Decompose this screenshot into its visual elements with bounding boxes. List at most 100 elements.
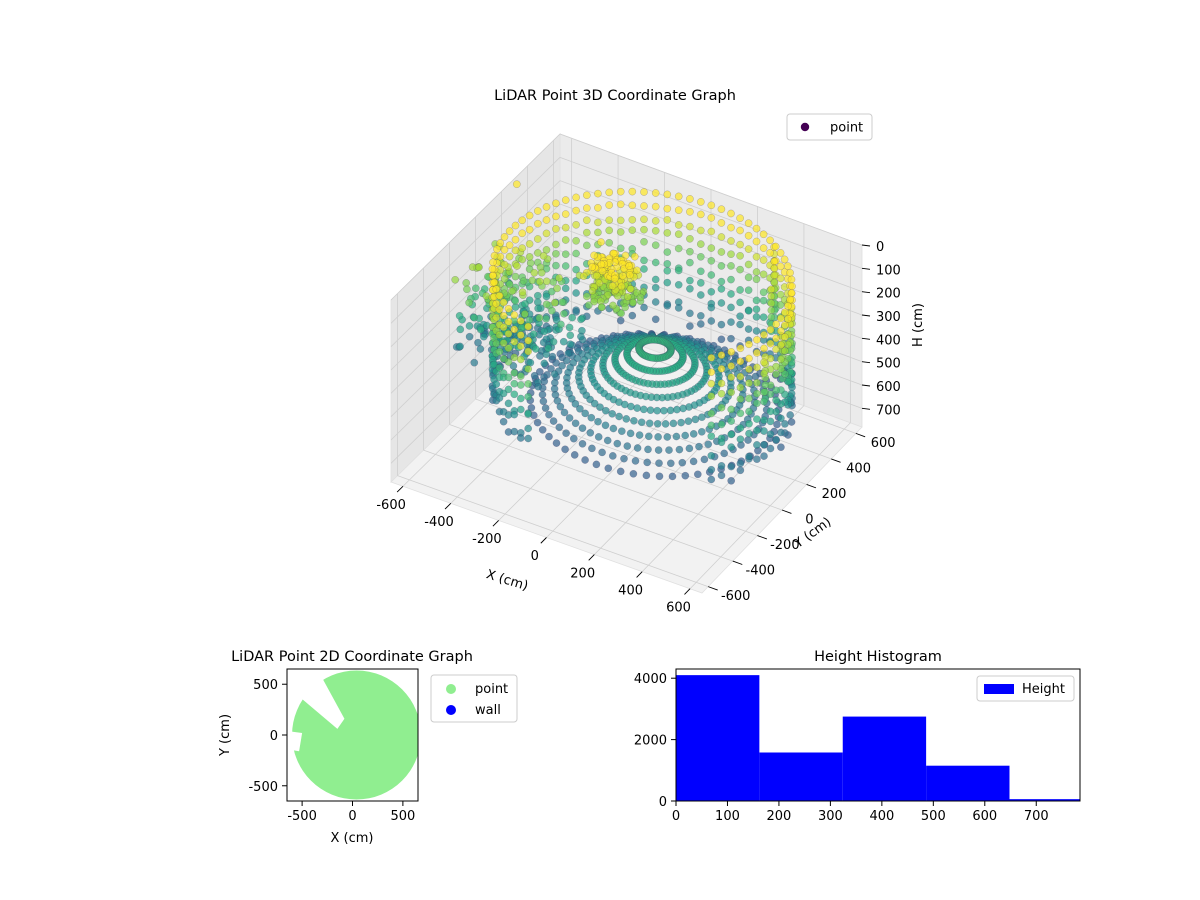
- point-marker: [524, 347, 533, 356]
- point-marker: [525, 225, 534, 234]
- point-marker: [666, 406, 675, 415]
- point-marker: [581, 456, 589, 464]
- chart-2d-legend: point wall: [430, 674, 518, 723]
- point-marker: [736, 214, 744, 223]
- point-marker: [651, 283, 660, 292]
- histogram-legend-box: [976, 675, 1075, 702]
- chart-3d-title: LiDAR Point 3D Coordinate Graph: [494, 88, 736, 104]
- point-marker: [560, 408, 569, 417]
- histogram-bar: [676, 675, 760, 801]
- point-marker: [524, 424, 533, 433]
- point-marker: [753, 441, 761, 449]
- point-marker: [736, 240, 744, 249]
- point-marker: [745, 340, 753, 349]
- point-marker: [698, 413, 706, 422]
- point-marker: [696, 267, 705, 276]
- point-marker: [538, 425, 547, 434]
- point-marker: [752, 296, 761, 305]
- point-marker: [533, 235, 542, 243]
- point-marker: [736, 372, 745, 381]
- point-marker: [597, 260, 606, 269]
- point-cloud-gap: [287, 669, 345, 729]
- point-marker: [616, 244, 625, 253]
- point-marker: [561, 262, 570, 270]
- point-marker: [744, 219, 753, 228]
- point-marker: [524, 380, 533, 388]
- point-marker: [707, 227, 716, 236]
- point-marker: [686, 309, 694, 318]
- point-marker: [776, 290, 785, 299]
- point-marker: [783, 262, 792, 270]
- point-marker: [495, 291, 504, 300]
- point-marker: [717, 262, 726, 270]
- point-marker: [745, 379, 753, 387]
- point-marker: [552, 439, 561, 447]
- point-marker: [500, 275, 509, 283]
- point-marker: [744, 260, 753, 269]
- point-marker: [499, 339, 508, 347]
- point-marker: [510, 410, 519, 419]
- point-marker: [604, 464, 613, 473]
- point-marker: [561, 284, 570, 293]
- point-marker: [752, 313, 761, 321]
- point-marker: [707, 303, 716, 312]
- point-marker: [510, 311, 519, 319]
- point-marker: [594, 189, 602, 198]
- point-marker: [582, 191, 591, 200]
- point-marker: [760, 440, 768, 449]
- point-marker: [668, 472, 677, 481]
- point-marker: [586, 428, 595, 437]
- point-marker: [579, 272, 588, 281]
- point-marker: [608, 409, 617, 418]
- svg-text:-400: -400: [746, 563, 776, 578]
- point-marker: [572, 206, 580, 215]
- point-marker: [490, 278, 498, 287]
- point-marker: [566, 331, 575, 340]
- point-marker: [542, 246, 551, 254]
- point-marker: [695, 442, 703, 451]
- svg-text:400: 400: [876, 333, 901, 348]
- point-marker: [777, 428, 785, 437]
- point-marker: [465, 298, 473, 307]
- point-marker: [717, 364, 726, 373]
- svg-text:200: 200: [822, 487, 847, 502]
- point-marker: [752, 224, 761, 233]
- point-marker: [636, 293, 645, 302]
- point-marker: [727, 430, 736, 439]
- point-marker: [643, 458, 652, 467]
- point-marker: [542, 292, 551, 301]
- point-marker: [727, 348, 736, 356]
- point-marker: [777, 400, 785, 408]
- point-marker: [707, 213, 716, 222]
- point-marker: [533, 291, 542, 300]
- point-marker: [605, 216, 614, 225]
- point-marker: [663, 278, 672, 287]
- point-marker: [542, 300, 551, 309]
- point-marker: [558, 361, 566, 370]
- point-marker: [663, 216, 672, 224]
- point-marker: [592, 271, 601, 280]
- chart-3d-xlabel: X (cm): [484, 567, 530, 594]
- point-marker: [535, 277, 544, 286]
- point-marker: [781, 308, 789, 317]
- svg-text:0: 0: [672, 809, 680, 824]
- point-marker: [552, 249, 560, 258]
- point-marker: [686, 195, 694, 203]
- point-marker: [696, 279, 705, 287]
- point-marker: [663, 229, 672, 237]
- point-marker: [510, 325, 519, 334]
- point-marker: [500, 245, 509, 254]
- point-marker: [550, 370, 559, 378]
- point-marker: [777, 443, 785, 452]
- point-marker: [684, 417, 693, 426]
- point-marker: [727, 275, 735, 284]
- point-marker: [663, 301, 672, 310]
- point-marker: [772, 386, 780, 395]
- point-marker: [557, 320, 565, 329]
- legend-point-label: point: [475, 682, 508, 697]
- point-marker: [609, 301, 617, 310]
- point-marker: [637, 418, 646, 427]
- point-marker: [686, 276, 694, 285]
- point-marker: [518, 244, 527, 252]
- point-marker: [770, 278, 779, 287]
